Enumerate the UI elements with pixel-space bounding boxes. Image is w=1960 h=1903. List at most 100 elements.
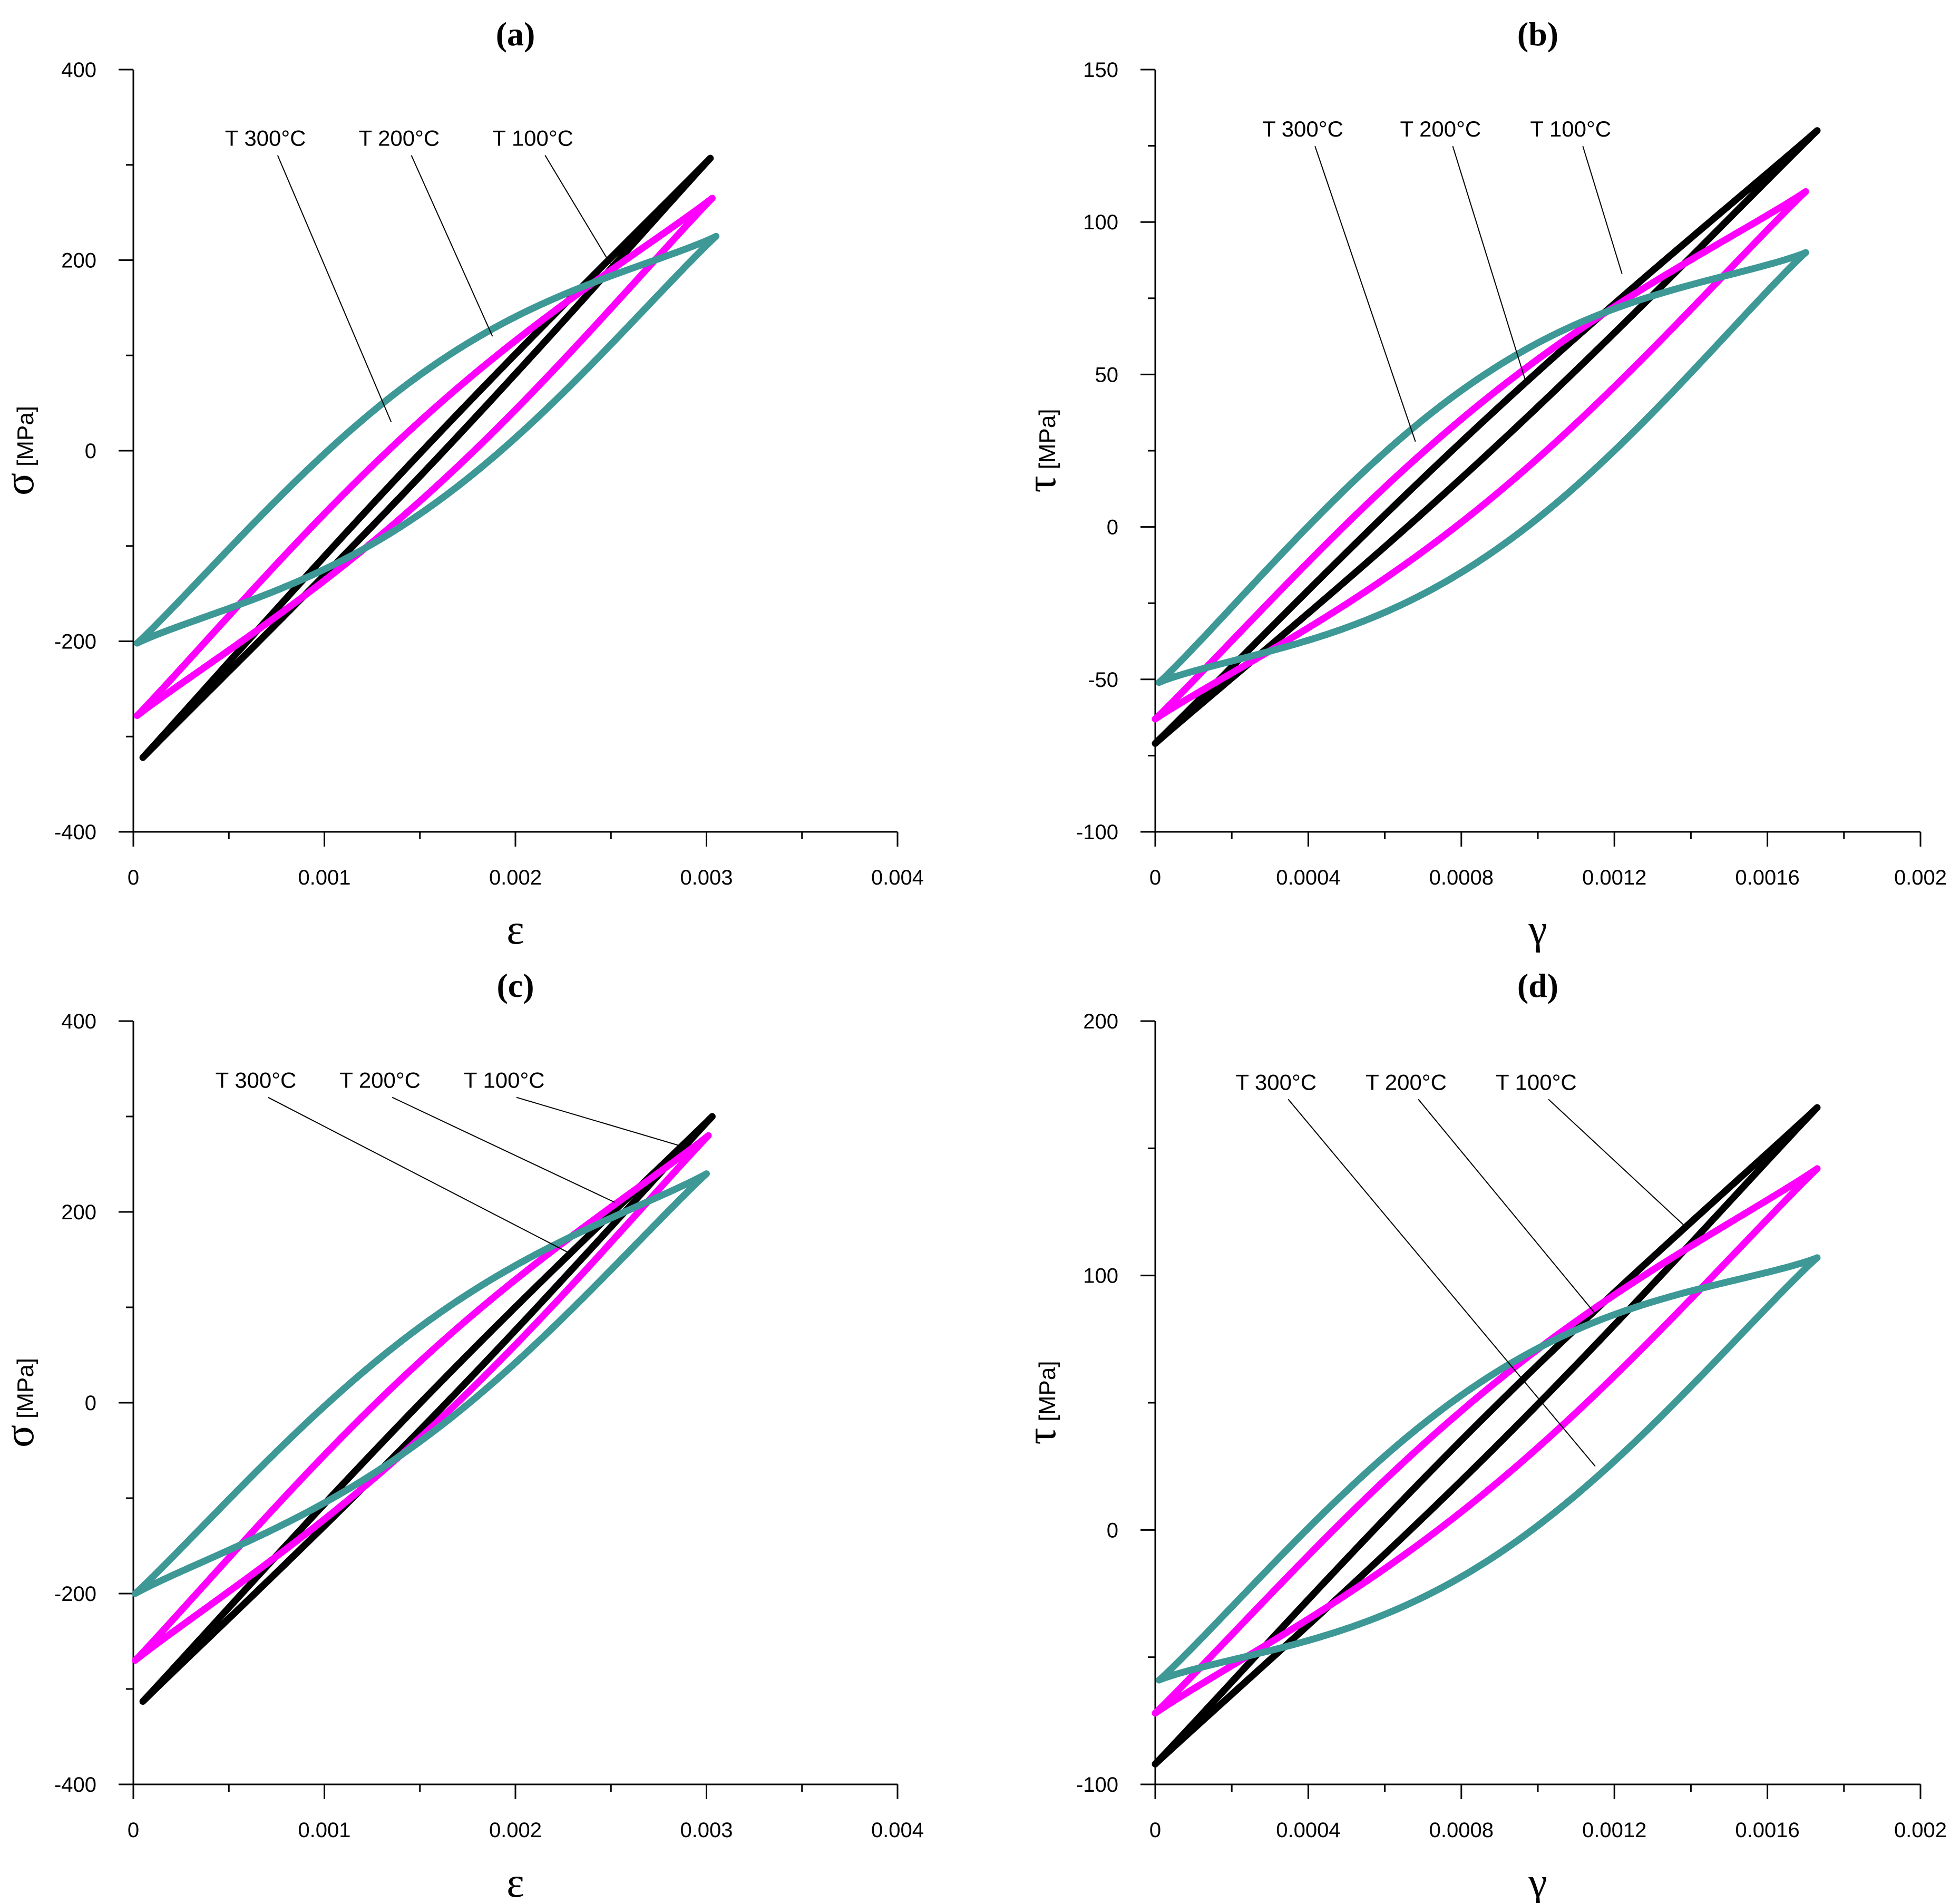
y-axis-symbol: σ <box>0 473 43 496</box>
x-axis-label: γ <box>1528 1860 1547 1903</box>
x-axis-label: γ <box>1528 907 1547 953</box>
annotation-leader <box>1418 1099 1596 1314</box>
y-axis-unit: [MPa] <box>13 1358 38 1419</box>
x-tick-label: 0.002 <box>1894 1819 1947 1842</box>
y-tick-label: -200 <box>54 1582 96 1606</box>
x-tick-label: 0.0012 <box>1582 1819 1646 1842</box>
series-loop-200C <box>133 195 716 719</box>
y-tick-label: 200 <box>61 249 96 273</box>
x-tick-label: 0.0004 <box>1276 1819 1340 1842</box>
x-tick-label: 0.003 <box>680 1819 733 1842</box>
x-tick-label: 0.001 <box>298 1819 350 1842</box>
y-tick-label: 0 <box>85 440 96 463</box>
panel-title: (b) <box>1517 15 1558 53</box>
annotation-label: T 200°C <box>1400 116 1481 141</box>
x-tick-label: 0.0012 <box>1582 866 1646 889</box>
x-axis-label: ε <box>506 907 524 953</box>
y-axis-label: σ [MPa] <box>0 406 43 496</box>
chart-panel-b: (b) -100 -50 0 50 100 150 0 0.0004 0.0008 0.0012 0.… <box>1018 15 1947 953</box>
x-tick-label: 0.0016 <box>1735 1819 1799 1842</box>
annotation-label: T 100°C <box>492 126 573 151</box>
x-tick-label: 0.0008 <box>1429 1819 1494 1842</box>
y-tick-label: 0 <box>1107 516 1118 539</box>
y-tick-label: 400 <box>61 59 96 82</box>
series-loop-300C <box>1155 1254 1821 1684</box>
x-tick-label: 0.004 <box>871 866 924 889</box>
annotation-label: T 300°C <box>1262 116 1343 141</box>
annotation-leader <box>411 155 493 337</box>
y-tick-label: 100 <box>1083 211 1118 234</box>
panel-title: (c) <box>496 967 534 1004</box>
x-tick-label: 0.004 <box>871 1819 924 1842</box>
annotation-leader <box>268 1096 573 1256</box>
y-tick-label: 50 <box>1095 363 1119 386</box>
annotation-leader <box>1452 145 1527 384</box>
x-tick-label: 0.001 <box>298 866 350 889</box>
annotation-leader <box>1314 145 1416 442</box>
annotation-label: T 100°C <box>464 1068 545 1093</box>
series-loop-300C <box>133 232 720 647</box>
annotation-label: T 300°C <box>216 1068 297 1093</box>
x-tick-label: 0.002 <box>489 866 542 889</box>
series-loop-200C <box>1152 1165 1821 1717</box>
y-axis-symbol: τ <box>1018 1428 1065 1444</box>
y-axis-symbol: σ <box>0 1425 43 1448</box>
annotation-leader <box>1582 145 1623 274</box>
y-axis-label: τ [MPa] <box>1018 409 1065 492</box>
annotation-leader <box>516 1096 678 1146</box>
series-loop-300C <box>132 1170 710 1597</box>
series-loop-100C <box>139 1113 716 1705</box>
series-loop-200C <box>132 1132 712 1664</box>
annotation-label: T 200°C <box>359 126 440 151</box>
x-tick-label: 0.0008 <box>1429 866 1494 889</box>
annotation-leader <box>1548 1099 1684 1225</box>
y-axis-unit: [MPa] <box>13 406 38 467</box>
annotation-leader <box>277 155 392 423</box>
annotation-label: T 200°C <box>339 1068 421 1093</box>
x-tick-label: 0.0016 <box>1735 866 1799 889</box>
x-tick-label: 0.002 <box>489 1819 542 1842</box>
x-tick-label: 0 <box>1149 866 1161 889</box>
chart-panel-a: (a) -400 -200 0 200 400 0 0.001 0.002 0.003 0.004 ε… <box>0 15 924 953</box>
x-tick-label: 0 <box>128 1819 139 1842</box>
panel-title: (a) <box>496 15 535 53</box>
series-loop-100C <box>1152 127 1821 747</box>
annotation-label: T 100°C <box>1530 116 1611 141</box>
y-axis-unit: [MPa] <box>1035 1361 1060 1421</box>
y-tick-label: -200 <box>54 630 96 654</box>
annotation-label: T 200°C <box>1366 1070 1447 1094</box>
chart-panel-c: (c) -400 -200 0 200 400 0 0.001 0.002 0.003 0.004 ε… <box>0 967 924 1903</box>
annotation-leader <box>392 1096 615 1203</box>
annotation-label: T 100°C <box>1496 1070 1577 1094</box>
annotation-label: T 300°C <box>1235 1070 1317 1094</box>
x-tick-label: 0 <box>1149 1819 1161 1842</box>
y-tick-label: 100 <box>1083 1265 1118 1288</box>
chart-panel-d: (d) -100 0 100 200 0 0.0004 0.0008 0.0012 0.0016 0… <box>1018 967 1947 1903</box>
y-axis-unit: [MPa] <box>1035 409 1060 469</box>
x-axis-label: ε <box>506 1860 524 1903</box>
annotation-leader <box>544 155 612 266</box>
annotation-leader <box>1288 1099 1596 1467</box>
y-tick-label: -400 <box>54 821 96 844</box>
series-loop-100C <box>1152 1104 1821 1768</box>
y-tick-label: -50 <box>1088 668 1118 692</box>
y-axis-label: τ [MPa] <box>1018 1361 1065 1444</box>
panel-title: (d) <box>1517 967 1558 1004</box>
x-tick-label: 0 <box>128 866 139 889</box>
y-tick-label: 150 <box>1083 59 1118 82</box>
y-tick-label: -400 <box>54 1773 96 1797</box>
y-tick-label: 0 <box>1107 1519 1118 1542</box>
y-tick-label: 0 <box>85 1392 96 1415</box>
series-loop-300C <box>1155 249 1809 686</box>
y-tick-label: 400 <box>61 1010 96 1033</box>
y-axis-label: σ [MPa] <box>0 1358 43 1448</box>
y-tick-label: -100 <box>1076 1773 1118 1797</box>
series-loop-100C <box>139 154 714 761</box>
y-axis-symbol: τ <box>1018 475 1065 492</box>
y-tick-label: 200 <box>1083 1010 1118 1033</box>
x-tick-label: 0.002 <box>1894 866 1947 889</box>
x-tick-label: 0.003 <box>680 866 733 889</box>
x-tick-label: 0.0004 <box>1276 866 1340 889</box>
y-tick-label: -100 <box>1076 821 1118 844</box>
